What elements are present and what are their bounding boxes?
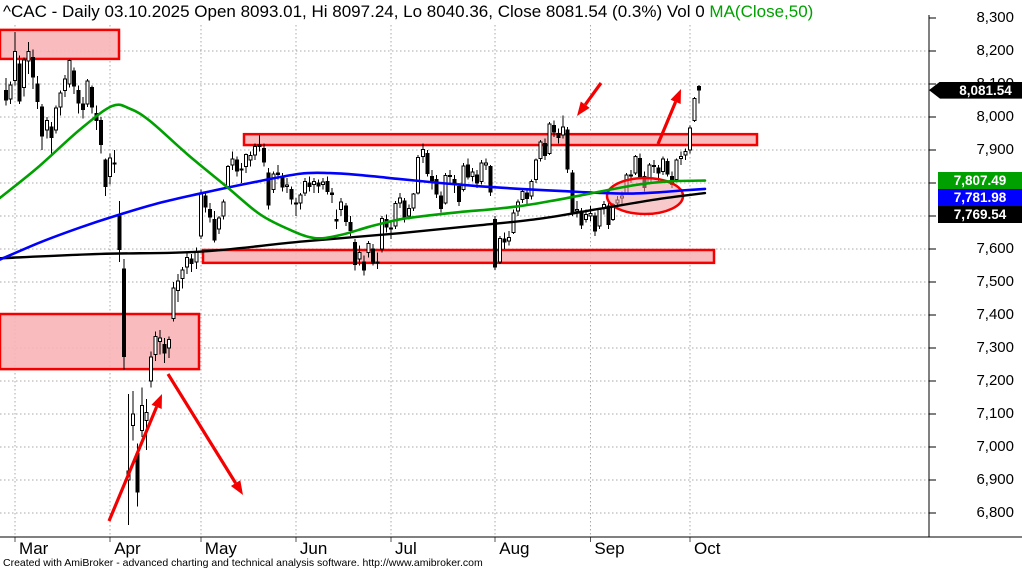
y-axis-tick-label: 7,000 [976, 438, 1014, 455]
y-axis-tick-label: 7,500 [976, 273, 1014, 290]
y-axis-tick-label: 8,300 [976, 9, 1014, 26]
candlesticks [4, 32, 702, 526]
y-axis-tick-label: 7,200 [976, 372, 1014, 389]
footer-credit: Created with AmiBroker - advanced charti… [3, 557, 483, 569]
moving-average-lines [0, 103, 707, 261]
chart-title: ^CAC - Daily 03.10.2025 Open 8093.01, Hi… [3, 2, 813, 22]
y-axis-tick-label: 7,600 [976, 240, 1014, 257]
ma-value-marker: 7,769.54 [938, 206, 1022, 224]
ma-value-marker: 7,781.98 [938, 189, 1022, 207]
x-axis-month-label: Apr [114, 539, 141, 558]
x-axis-month-label: May [204, 539, 237, 558]
y-axis-tick-label: 7,300 [976, 339, 1014, 356]
x-axis-month-label: Mar [19, 539, 49, 558]
chart-title-text: ^CAC - Daily 03.10.2025 Open 8093.01, Hi… [3, 2, 705, 21]
y-axis-tick-label: 8,000 [976, 108, 1014, 125]
ma-value-marker: 7,807.49 [938, 172, 1022, 190]
x-axis-month-label: Sep [594, 539, 625, 558]
annotation-arrows [107, 82, 681, 522]
annotation-zones [0, 28, 759, 371]
x-axis-month-label: Jul [395, 539, 417, 558]
last-price-marker: 8,081.54 [929, 81, 1022, 99]
y-axis-tick-label: 8,200 [976, 42, 1014, 59]
y-axis-tick-label: 7,400 [976, 306, 1014, 323]
y-axis-tick-label: 6,900 [976, 471, 1014, 488]
axes [0, 15, 1022, 538]
y-axis-tick-label: 6,800 [976, 504, 1014, 521]
x-axis-month-label: Aug [499, 539, 530, 558]
chart-title-ma-label: MA(Close,50) [709, 2, 814, 21]
y-axis-tick-label: 7,100 [976, 405, 1014, 422]
x-axis-month-label: Oct [694, 539, 721, 558]
x-axis-month-label: Jun [299, 539, 328, 558]
y-axis-tick-label: 7,900 [976, 141, 1014, 158]
